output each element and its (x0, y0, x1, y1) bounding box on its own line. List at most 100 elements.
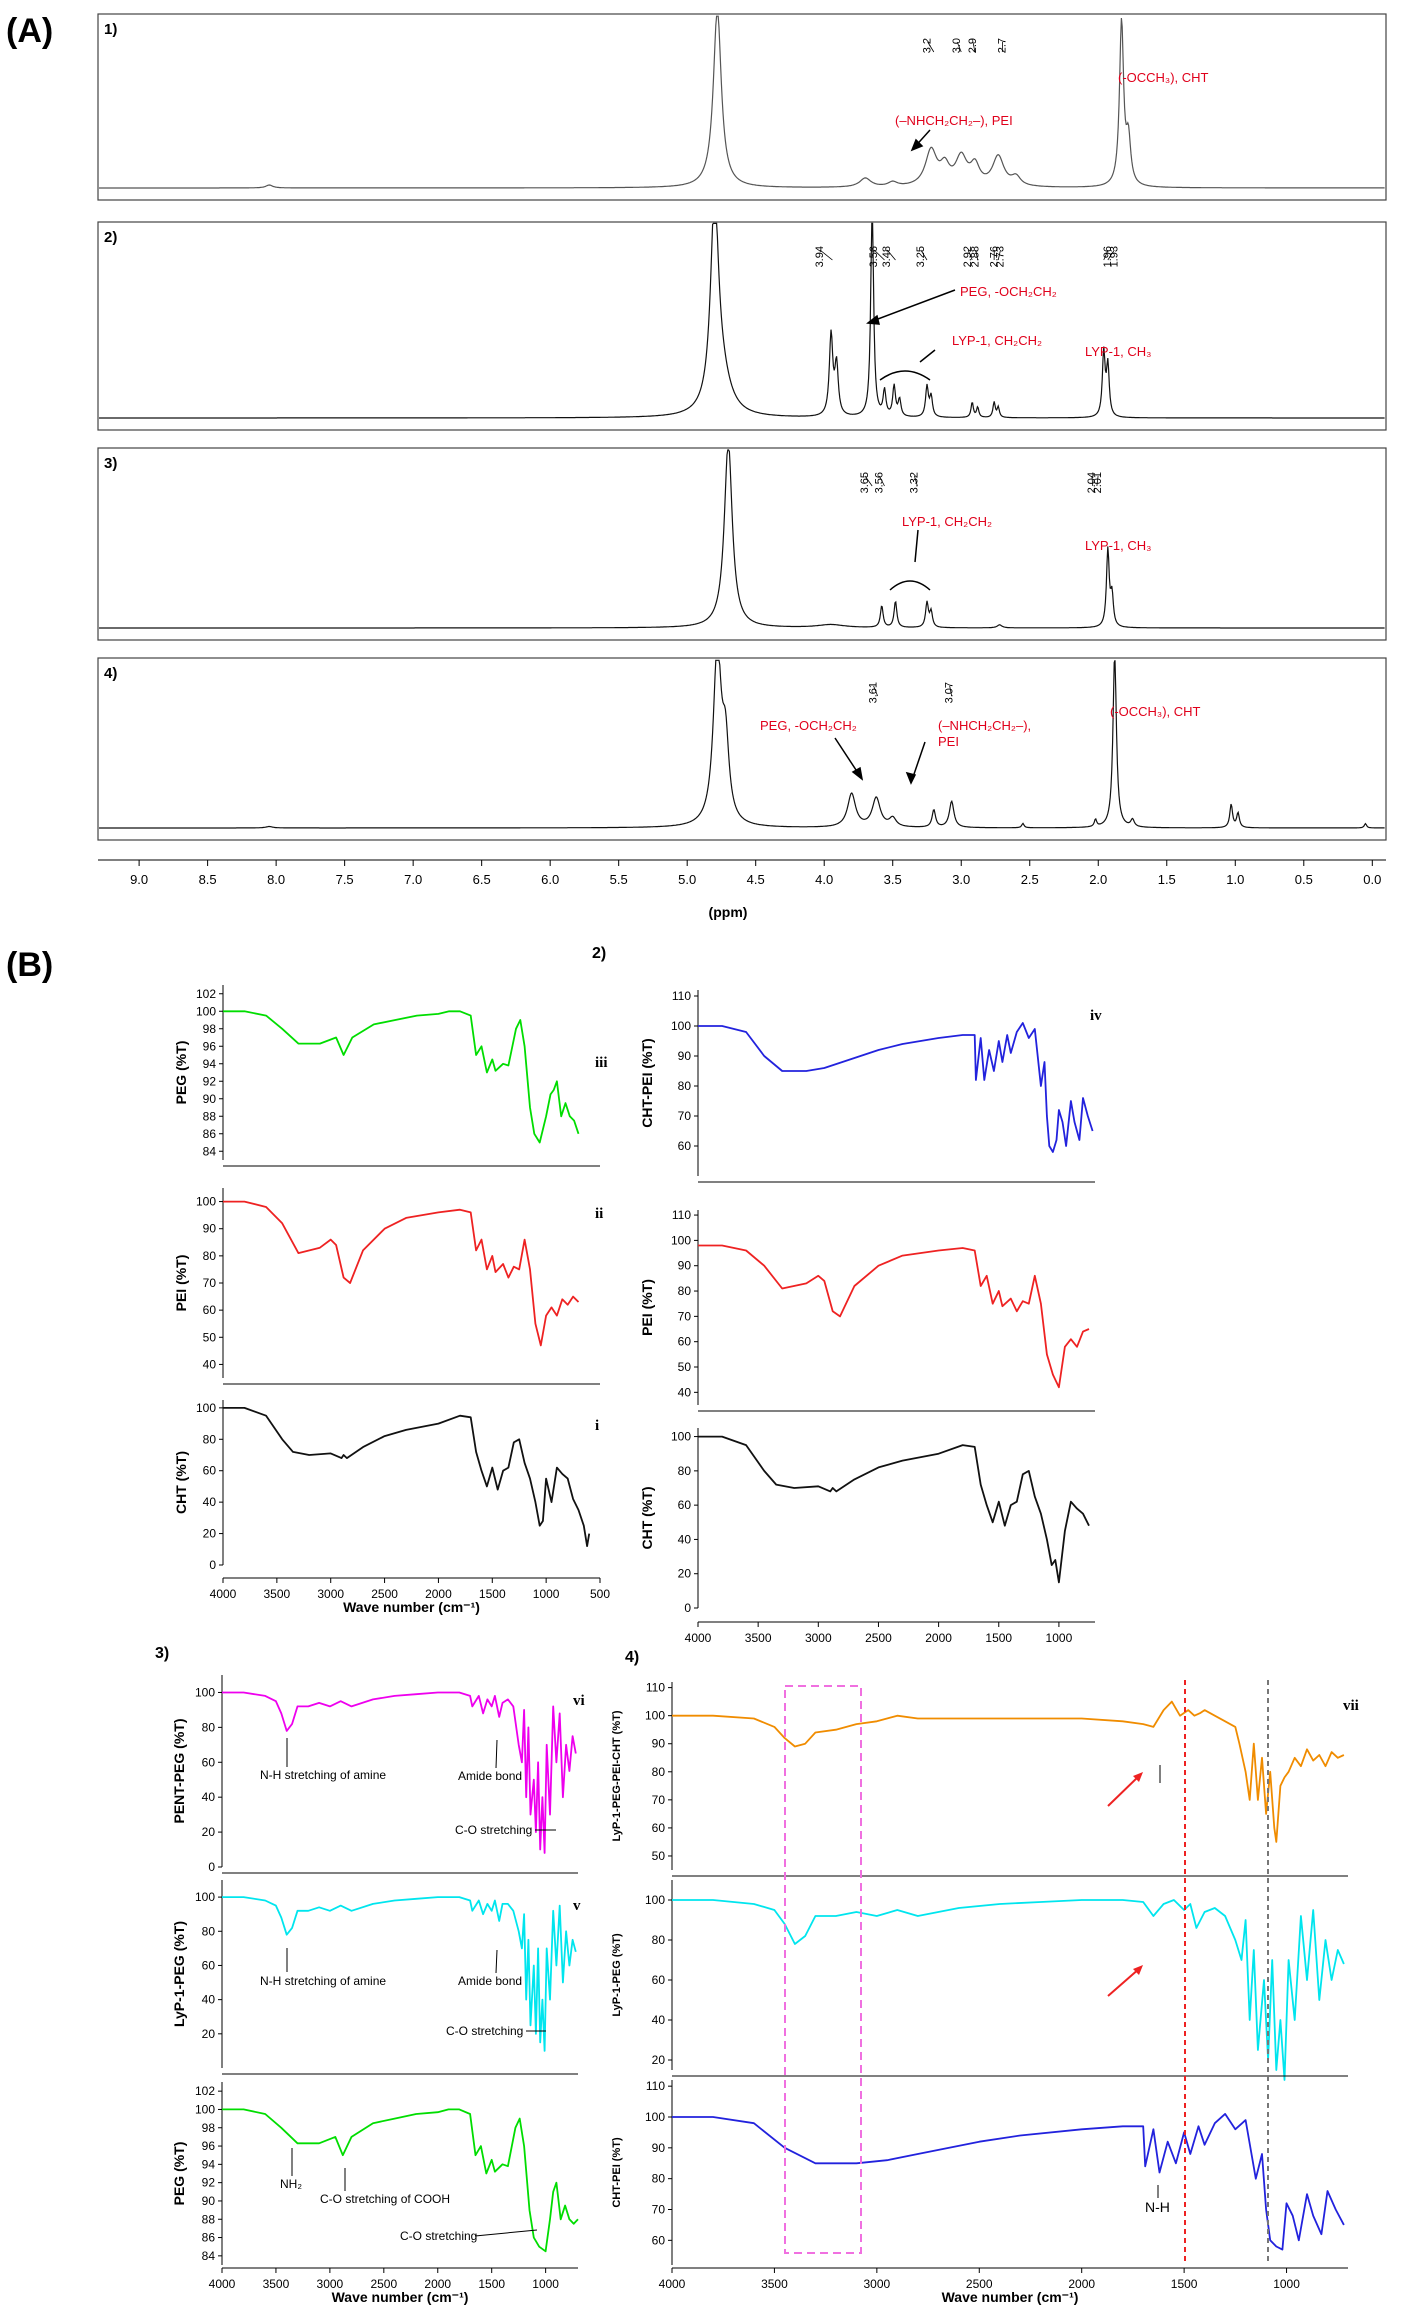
nmr2-peak-label-4: 2.92 (962, 246, 974, 267)
ftir2-x-tick-label-1: 3500 (745, 1631, 772, 1645)
nmr1-peak-leader-2 (972, 41, 976, 53)
ftir4-p3-y-tick-label-3: 80 (652, 2172, 666, 2186)
ftir4-p3-y-tick-label-5: 60 (652, 2233, 666, 2247)
ftir4-x-tick-label-3: 2500 (966, 2277, 993, 2291)
nmr2-annotation-lyp-ch3: LYP-1, CH₃ (1085, 344, 1151, 359)
nmr-x-tick-label-1: 8.5 (199, 872, 217, 887)
nmr-trace-2 (99, 222, 1385, 419)
ftir4-annotations: N-H (784, 1680, 1269, 2265)
nmr3-peak-leader-1 (879, 475, 885, 487)
ftir2-x-tick-label-0: 4000 (685, 1631, 712, 1645)
nmr-x-tick-label-8: 5.0 (678, 872, 696, 887)
ftir2-p1-y-label: CHT-PEI (%T) (639, 1038, 655, 1127)
ftir1-p2-trace (223, 1200, 580, 1347)
nmr2-peak-leader-8 (1103, 249, 1109, 261)
ftir2-p3-y-tick-label-3: 40 (678, 1532, 692, 1546)
ftir3-peg-co: C-O stretching (400, 2229, 477, 2243)
nmr-x-tick-label-0: 9.0 (130, 872, 148, 887)
ftir2-p3-y-tick-label-5: 0 (684, 1601, 691, 1615)
ftir3-title: 3) (155, 1645, 169, 1662)
ftir3-p1-y-tick-label-4: 20 (202, 1825, 216, 1839)
ftir3-v-amide: Amide bond (458, 1974, 522, 1988)
ftir2-p2-y-tick-label-1: 100 (671, 1233, 691, 1247)
nmr3-peak-leader-4 (1096, 475, 1099, 487)
nmr2-peak-leader-2 (886, 249, 896, 261)
ftir2-x-tick-label-3: 2500 (865, 1631, 892, 1645)
ftir1-p1-trace (223, 1010, 580, 1144)
ftir2-p1-y-tick-label-1: 100 (671, 1019, 691, 1033)
ftir2-p3-y-tick-label-1: 80 (678, 1464, 692, 1478)
ftir1-p1-y-tick-label-5: 92 (203, 1074, 217, 1088)
ftir2-p2-y-tick-label-2: 90 (678, 1259, 692, 1273)
ftir2-p1-roman-label: iv (1090, 1008, 1102, 1024)
ftir4-p3-y-tick-label-1: 100 (645, 2110, 665, 2124)
ftir4-p1-y-tick-label-5: 60 (652, 1821, 666, 1835)
nmr2-peak-label-8: 1.96 (1102, 246, 1114, 267)
nmr1-arrowhead (910, 138, 924, 152)
nmr2-peak-leader-7 (997, 249, 1001, 261)
ftir2-p2-y-label: PEI (%T) (639, 1279, 655, 1336)
ftir3-p3-y-tick-label-5: 92 (202, 2176, 216, 2190)
ftir2-p3-y-tick-label-0: 100 (671, 1430, 691, 1444)
ftir4-p2-y-tick-label-1: 80 (652, 1933, 666, 1947)
nmr2-peak-leader-4 (967, 249, 973, 261)
nmr2-peak-leader-3 (920, 249, 928, 261)
ftir3-p2-y-tick-label-2: 60 (202, 1958, 216, 1972)
ftir3-p3-y-tick-label-2: 98 (202, 2121, 216, 2135)
ftir1-x-tick-label-5: 1500 (479, 1587, 506, 1601)
ftir3-p3-y-tick-label-6: 90 (202, 2194, 216, 2208)
ftir3-p3-y-tick-label-0: 102 (195, 2084, 215, 2098)
ftir1-p1-y-label: PEG (%T) (173, 1041, 189, 1105)
ftir4-x-tick-label-6: 1000 (1273, 2277, 1300, 2291)
nmr-x-tick-label-9: 4.5 (747, 872, 765, 887)
ftir4-p2-y-label: LyP-1-PEG (%T) (611, 1933, 623, 2017)
ftir4-red-arrowhead-1 (1133, 1772, 1143, 1782)
nmr3-peak-leader-3 (1091, 475, 1094, 487)
ftir4-p1-y-tick-label-3: 80 (652, 1765, 666, 1779)
nmr2-peak-label-2: 3.48 (881, 246, 893, 267)
nmr-annotation-arrows (834, 129, 956, 785)
ftir4-p2-y-tick-label-2: 60 (652, 1973, 666, 1987)
nmr4-peak-leader-1 (949, 685, 953, 697)
nmr2-peak-leader-1 (873, 249, 885, 261)
nmr-x-tick-label-18: 0.0 (1363, 872, 1381, 887)
ftir1-p1-y-tick-label-0: 102 (196, 987, 216, 1001)
nmr-frame-1 (97, 13, 1387, 201)
ftir3-p2-trace (222, 1896, 577, 2052)
ftir3-p1-y-tick-label-1: 80 (202, 1720, 216, 1734)
ftir3-v-nh: N-H stretching of amine (260, 1974, 386, 1988)
nmr-trace-3 (99, 449, 1385, 629)
ftir1-p1-y-tick-label-7: 88 (203, 1109, 217, 1123)
ftir1-p3-y-tick-label-3: 40 (203, 1495, 217, 1509)
ftir3-p2-y-tick-label-0: 100 (195, 1890, 215, 1904)
ftir1-p1-y-tick-label-4: 94 (203, 1057, 217, 1071)
ftir1-x-tick-label-3: 2500 (371, 1587, 398, 1601)
nmr4-arrowhead-peg (851, 766, 864, 781)
nmr-x-tick-label-6: 6.0 (541, 872, 559, 887)
nmr4-annotation-pei-2: PEI (938, 734, 959, 749)
ftir3-p1-y-label: PENT-PEG (%T) (171, 1718, 187, 1823)
ftir2-p3-trace (698, 1435, 1090, 1584)
ftir2-p1-trace (698, 1022, 1094, 1153)
ftir1-p1-y-tick-label-3: 96 (203, 1039, 217, 1053)
nmr2-peak-label-9: 1.93 (1108, 246, 1120, 267)
nmr-x-tick-label-15: 1.5 (1158, 872, 1176, 887)
nmr-frame-2 (97, 221, 1387, 431)
ftir4-nh-label: N-H (1145, 2199, 1170, 2215)
ftir2-p2-y-tick-label-6: 50 (678, 1360, 692, 1374)
ftir4-highlight-box (784, 1685, 862, 2254)
nmr1-peak-leader-0 (927, 41, 935, 53)
ftir3-x-tick-label-4: 2000 (424, 2277, 451, 2291)
nmr-x-tick-label-3: 7.5 (336, 872, 354, 887)
nmr3-arrow (914, 529, 919, 563)
nmr-x-tick-label-4: 7.0 (404, 872, 422, 887)
ftir4-red-arrow-2 (1107, 1967, 1141, 1997)
nmr2-peak-leader-0 (819, 249, 833, 261)
ftir3-vi-co: C-O stretching (455, 1823, 532, 1837)
ftir1-p1-y-tick-label-1: 100 (196, 1004, 216, 1018)
ftir1-p3-trace (223, 1407, 591, 1547)
ftir1-p2-y-tick-label-0: 100 (196, 1195, 216, 1209)
nmr2-peak-label-3: 3.25 (915, 246, 927, 267)
ftir3-arrow-v-amide (495, 1949, 498, 1974)
ftir3-p1-roman-label: vi (573, 1693, 585, 1709)
